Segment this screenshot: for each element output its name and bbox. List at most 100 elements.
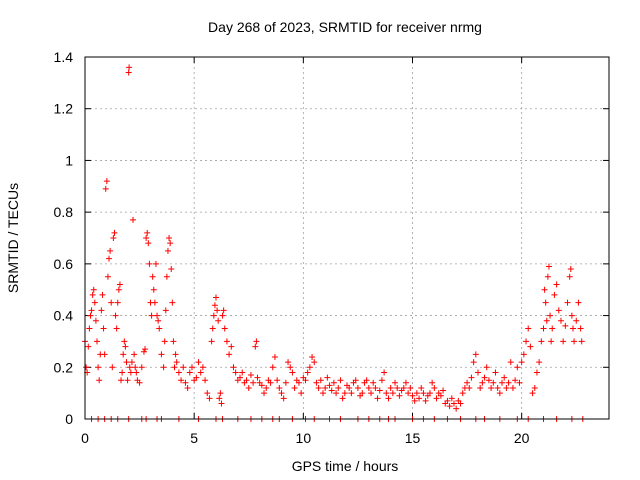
data-point xyxy=(228,343,235,350)
data-point xyxy=(98,307,105,314)
data-point xyxy=(211,302,218,309)
data-point xyxy=(337,377,344,384)
data-point xyxy=(193,374,200,381)
data-point xyxy=(213,294,219,301)
y-axis-label: SRMTID / TECUs xyxy=(5,183,21,293)
data-point xyxy=(564,299,571,306)
data-point xyxy=(91,299,98,306)
data-point xyxy=(416,395,423,402)
chart-title: Day 268 of 2023, SRMTID for receiver nrm… xyxy=(208,19,482,35)
data-point xyxy=(298,390,305,397)
data-point xyxy=(172,351,179,358)
data-point xyxy=(124,377,131,384)
data-point xyxy=(162,307,169,314)
data-point xyxy=(405,390,412,397)
data-point xyxy=(226,351,233,358)
data-point xyxy=(158,351,165,358)
data-point xyxy=(180,364,187,371)
data-point xyxy=(547,312,554,319)
data-point xyxy=(186,369,193,376)
data-point xyxy=(313,379,320,386)
data-point xyxy=(230,364,237,371)
data-point xyxy=(156,325,163,332)
data-point xyxy=(106,255,113,262)
data-point xyxy=(389,390,396,397)
data-point xyxy=(112,312,119,319)
data-point xyxy=(109,364,116,371)
data-point xyxy=(372,384,379,391)
data-point xyxy=(319,390,326,397)
data-point xyxy=(210,312,217,319)
data-point xyxy=(167,240,174,247)
data-point xyxy=(133,369,140,376)
data-point xyxy=(477,384,484,391)
data-point xyxy=(346,384,353,391)
data-point xyxy=(148,312,155,319)
data-point xyxy=(485,377,492,384)
data-point xyxy=(512,377,519,384)
data-point xyxy=(289,369,296,376)
data-point xyxy=(315,384,322,391)
data-point xyxy=(170,338,177,345)
y-tick-label: 0.6 xyxy=(54,256,74,272)
data-point xyxy=(446,403,453,410)
data-point xyxy=(341,390,348,397)
data-point xyxy=(182,379,189,386)
data-point xyxy=(121,338,128,345)
data-point xyxy=(239,369,246,376)
data-point xyxy=(197,369,204,376)
data-point xyxy=(503,384,510,391)
data-point xyxy=(520,351,527,358)
data-point xyxy=(178,377,185,384)
data-point xyxy=(475,369,481,376)
data-point xyxy=(575,299,582,306)
data-point xyxy=(431,384,438,391)
data-point xyxy=(383,390,390,397)
x-tick-label: 5 xyxy=(190,430,198,446)
y-tick-label: 1 xyxy=(65,152,73,168)
data-point xyxy=(543,317,550,324)
data-point xyxy=(138,364,145,371)
data-point xyxy=(566,273,573,280)
data-point xyxy=(568,312,575,319)
data-point xyxy=(267,379,274,386)
data-point xyxy=(540,325,547,332)
data-point xyxy=(440,387,447,394)
data-point xyxy=(541,286,548,293)
data-point xyxy=(163,273,170,280)
data-point xyxy=(437,392,444,399)
data-point xyxy=(285,359,292,366)
data-point xyxy=(128,359,135,366)
data-point xyxy=(291,384,298,391)
data-point xyxy=(494,384,501,391)
data-point xyxy=(365,384,372,391)
data-point xyxy=(243,377,250,384)
data-point xyxy=(247,372,254,379)
data-point xyxy=(245,384,252,391)
data-point xyxy=(354,384,361,391)
data-point xyxy=(83,364,90,371)
data-point xyxy=(142,346,149,353)
data-point xyxy=(370,379,377,386)
y-tick-label: 1.4 xyxy=(54,49,74,65)
data-point xyxy=(418,384,425,391)
data-point xyxy=(505,379,512,386)
data-point xyxy=(396,392,403,399)
data-points xyxy=(82,64,586,422)
x-tick-label: 0 xyxy=(81,430,89,446)
data-point xyxy=(87,312,94,319)
data-point xyxy=(209,325,216,332)
data-point xyxy=(146,260,153,267)
data-point xyxy=(492,369,499,376)
data-point xyxy=(206,395,213,402)
data-point xyxy=(548,338,555,345)
data-point xyxy=(578,338,585,345)
data-point xyxy=(573,317,580,324)
data-point xyxy=(160,364,167,371)
data-point xyxy=(140,348,147,355)
data-point xyxy=(254,374,261,381)
data-point xyxy=(278,390,285,397)
y-tick-label: 1.2 xyxy=(54,101,74,117)
data-point xyxy=(263,384,270,391)
